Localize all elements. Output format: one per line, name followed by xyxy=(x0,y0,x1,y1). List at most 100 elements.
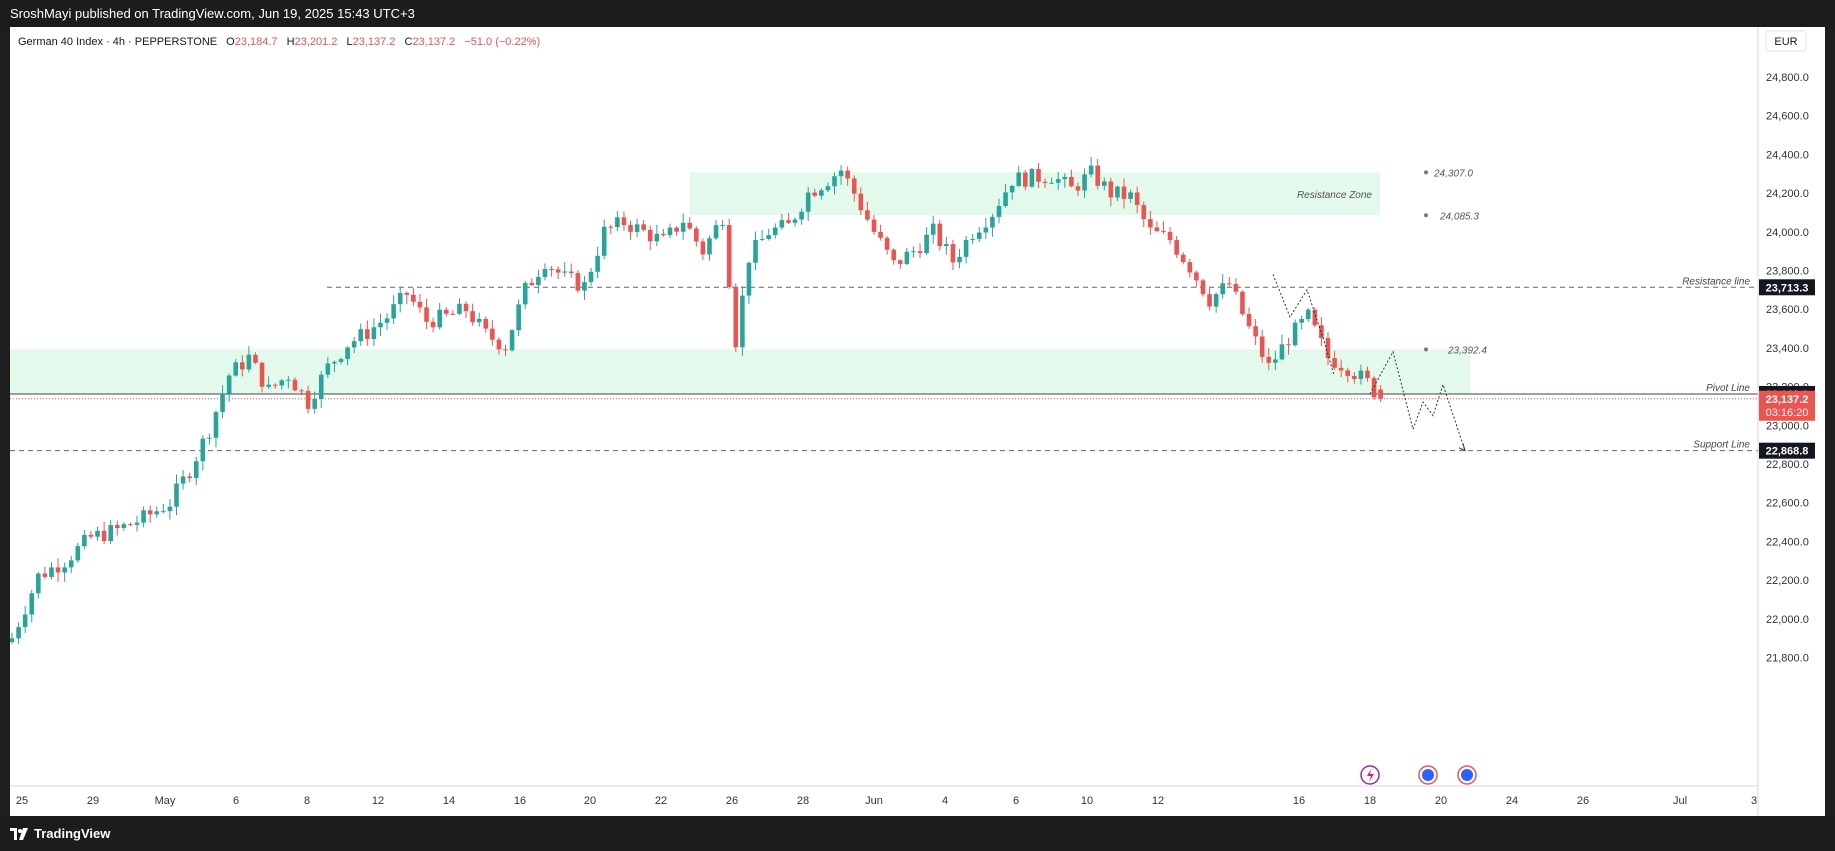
candle[interactable] xyxy=(1279,344,1285,360)
candle[interactable] xyxy=(483,318,489,329)
candle[interactable] xyxy=(292,379,298,391)
candle[interactable] xyxy=(1003,192,1008,207)
candle[interactable] xyxy=(674,227,679,232)
candle[interactable] xyxy=(1352,375,1357,380)
candle[interactable] xyxy=(924,234,929,254)
candle[interactable] xyxy=(1108,181,1114,198)
candle[interactable] xyxy=(1345,370,1351,376)
currency-label[interactable]: EUR xyxy=(1765,30,1807,52)
candle[interactable] xyxy=(746,262,752,296)
price-chart[interactable]: Resistance Zone24,307.024,085.323,392.4 … xyxy=(9,27,1825,816)
candle[interactable] xyxy=(522,282,528,305)
candle[interactable] xyxy=(930,223,936,235)
candle[interactable] xyxy=(443,309,449,314)
candle[interactable] xyxy=(246,354,252,370)
candle[interactable] xyxy=(470,311,475,323)
candle[interactable] xyxy=(95,530,100,537)
candle[interactable] xyxy=(490,328,495,340)
candle[interactable] xyxy=(272,384,278,386)
candle[interactable] xyxy=(772,227,778,236)
candle[interactable] xyxy=(608,226,614,228)
candle[interactable] xyxy=(1167,231,1173,241)
candle[interactable] xyxy=(990,216,995,228)
candle[interactable] xyxy=(1023,172,1028,187)
candle[interactable] xyxy=(542,269,548,277)
candle[interactable] xyxy=(365,329,370,340)
candle[interactable] xyxy=(437,309,442,328)
candle[interactable] xyxy=(101,530,107,541)
candle[interactable] xyxy=(55,567,61,573)
candle[interactable] xyxy=(82,534,87,547)
candle[interactable] xyxy=(430,321,436,328)
candle[interactable] xyxy=(193,461,199,479)
candle[interactable] xyxy=(1378,389,1383,399)
candle[interactable] xyxy=(174,483,179,507)
candle[interactable] xyxy=(108,525,113,541)
candle[interactable] xyxy=(167,506,173,512)
candle[interactable] xyxy=(667,227,673,236)
candle[interactable] xyxy=(1101,181,1107,186)
candle[interactable] xyxy=(1141,205,1147,220)
candle[interactable] xyxy=(707,238,712,255)
candle[interactable] xyxy=(1338,367,1344,371)
candle[interactable] xyxy=(305,390,311,409)
candle[interactable] xyxy=(1069,176,1074,187)
candle[interactable] xyxy=(588,271,594,283)
candle[interactable] xyxy=(62,567,67,573)
candle[interactable] xyxy=(1049,182,1054,184)
candle[interactable] xyxy=(1200,280,1206,295)
candle[interactable] xyxy=(1036,168,1041,182)
candle[interactable] xyxy=(1240,291,1245,315)
candle[interactable] xyxy=(1259,336,1265,357)
candle[interactable] xyxy=(694,228,699,242)
candle[interactable] xyxy=(1115,186,1120,198)
candle[interactable] xyxy=(832,176,837,187)
candle[interactable] xyxy=(1075,186,1081,191)
candle[interactable] xyxy=(582,282,587,291)
candle[interactable] xyxy=(917,251,923,254)
candle[interactable] xyxy=(819,190,824,196)
candle[interactable] xyxy=(937,223,943,247)
candle[interactable] xyxy=(726,225,732,287)
candle[interactable] xyxy=(1213,294,1219,307)
candle[interactable] xyxy=(503,349,508,351)
candle[interactable] xyxy=(378,322,383,328)
candle[interactable] xyxy=(417,301,423,308)
candle[interactable] xyxy=(1148,219,1153,228)
candle[interactable] xyxy=(812,192,818,196)
candle[interactable] xyxy=(457,303,462,314)
candle[interactable] xyxy=(463,303,469,312)
candle[interactable] xyxy=(299,390,304,392)
candle[interactable] xyxy=(687,222,693,229)
candle[interactable] xyxy=(963,239,969,257)
candle[interactable] xyxy=(628,224,633,232)
candle[interactable] xyxy=(1292,322,1298,346)
candle[interactable] xyxy=(1121,186,1127,199)
candle[interactable] xyxy=(970,238,975,240)
event-icons[interactable] xyxy=(1360,765,1477,785)
candle[interactable] xyxy=(22,614,28,628)
chart-area[interactable]: Resistance Zone 24,307.0 24,085.3 23,392.4 … xyxy=(9,27,1825,816)
candle[interactable] xyxy=(1332,358,1337,368)
candle[interactable] xyxy=(799,211,804,220)
candle[interactable] xyxy=(180,476,186,484)
candle[interactable] xyxy=(661,233,666,236)
candle[interactable] xyxy=(476,318,482,323)
candle[interactable] xyxy=(68,560,74,568)
candle[interactable] xyxy=(720,225,725,227)
candle[interactable] xyxy=(29,593,35,615)
candle[interactable] xyxy=(226,375,232,394)
candle[interactable] xyxy=(1161,231,1166,233)
candle[interactable] xyxy=(75,546,81,561)
candle[interactable] xyxy=(279,380,285,386)
candle[interactable] xyxy=(1253,326,1258,337)
candle[interactable] xyxy=(358,329,364,342)
candle[interactable] xyxy=(1042,181,1048,183)
candle[interactable] xyxy=(1174,240,1179,255)
candle[interactable] xyxy=(838,170,844,177)
candle[interactable] xyxy=(562,271,568,273)
candle[interactable] xyxy=(575,273,581,291)
candle[interactable] xyxy=(1319,325,1324,339)
candle[interactable] xyxy=(1227,283,1232,285)
candle[interactable] xyxy=(569,271,574,274)
